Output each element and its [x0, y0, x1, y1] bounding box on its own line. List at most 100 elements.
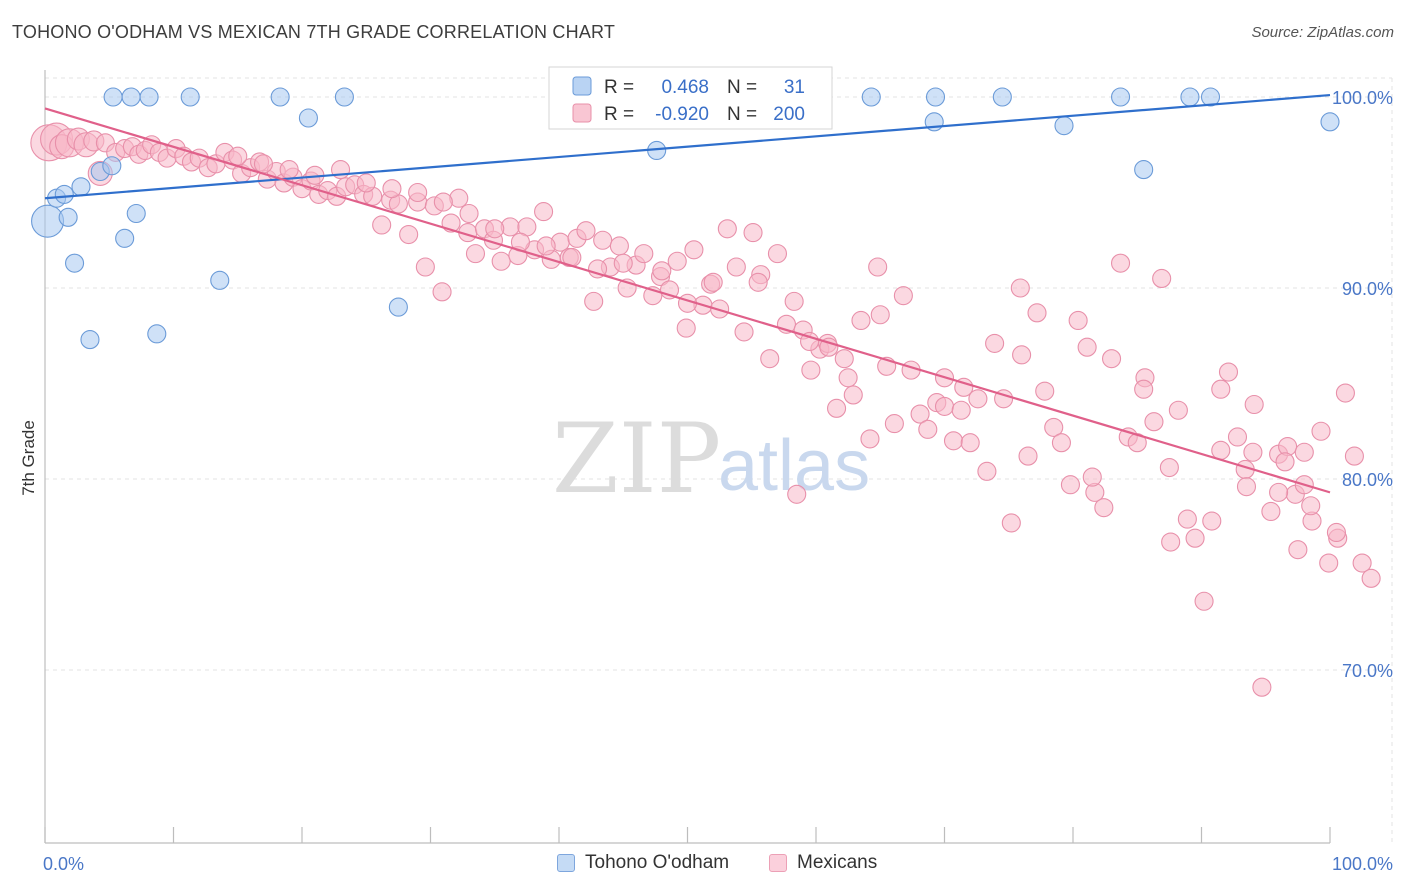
point-mexicans: [1275, 452, 1295, 472]
y-tick-label: 100.0%: [1332, 88, 1393, 108]
point-mexicans: [760, 349, 780, 369]
point-mexicans: [703, 272, 723, 292]
axes: [44, 70, 1331, 844]
point-mexicans: [485, 219, 505, 239]
point-mexicans: [1227, 427, 1248, 447]
point-tohono-oodham: [925, 87, 946, 107]
point-mexicans: [1044, 417, 1064, 437]
point-tohono-oodham: [298, 108, 318, 128]
point-tohono-oodham: [121, 87, 141, 107]
point-mexicans: [1001, 513, 1021, 533]
point-mexicans: [1168, 400, 1188, 420]
point-mexicans: [910, 404, 930, 424]
point-mexicans: [726, 257, 746, 277]
point-mexicans: [1218, 362, 1239, 382]
point-mexicans: [843, 385, 863, 405]
point-mexicans: [801, 360, 821, 380]
source-credit: Source: ZipAtlas.com: [1251, 24, 1394, 41]
point-mexicans: [1051, 433, 1071, 453]
point-mexicans: [1194, 591, 1214, 611]
point-mexicans: [884, 414, 904, 434]
point-mexicans: [1134, 379, 1154, 399]
point-tohono-oodham: [147, 324, 167, 344]
point-mexicans: [684, 240, 704, 260]
legend-box: R = 0.468 N = 31 R = -0.920 N = 200: [548, 66, 833, 130]
point-tohono-oodham: [1200, 87, 1221, 107]
point-tohono-oodham: [54, 184, 74, 204]
point-mexicans: [893, 286, 913, 306]
point-mexicans: [954, 377, 974, 397]
point-mexicans: [576, 221, 596, 241]
point-mexicans: [1185, 528, 1205, 548]
point-mexicans: [870, 305, 890, 325]
point-tohono-oodham: [270, 87, 290, 107]
y-axis-label: 7th Grade: [19, 420, 38, 496]
point-mexicans: [743, 223, 763, 243]
point-mexicans: [717, 219, 737, 239]
watermark-zip-text: ZIP: [552, 403, 721, 515]
point-mexicans: [415, 257, 435, 277]
point-tohono-oodham: [126, 203, 146, 224]
point-mexicans: [784, 291, 804, 311]
point-mexicans: [676, 318, 696, 338]
legend-item-mexicans[interactable]: Mexicans: [769, 852, 877, 874]
point-mexicans: [1144, 412, 1164, 432]
point-mexicans: [1077, 337, 1097, 357]
legend-swatch-mexicans: [769, 854, 787, 872]
legend-n-value: 200: [773, 104, 805, 125]
point-mexicans: [1301, 496, 1321, 516]
point-tohono-oodham: [992, 87, 1012, 107]
point-mexicans: [433, 192, 453, 212]
point-tohono-oodham: [31, 204, 65, 238]
point-mexicans: [748, 272, 768, 292]
point-mexicans: [1311, 421, 1331, 441]
point-mexicans: [977, 461, 997, 481]
point-mexicans: [1361, 568, 1381, 588]
point-tohono-oodham: [102, 156, 122, 176]
point-mexicans: [1010, 278, 1030, 298]
point-mexicans: [584, 291, 604, 311]
point-mexicans: [960, 433, 980, 453]
point-tohono-oodham: [65, 253, 85, 273]
point-tohono-oodham: [103, 87, 123, 107]
point-mexicans: [1344, 446, 1364, 466]
legend-item-tohono-oodham[interactable]: Tohono O'odham: [557, 852, 729, 874]
point-tohono-oodham: [1320, 112, 1340, 132]
point-mexicans: [534, 202, 554, 222]
point-mexicans: [1243, 442, 1263, 462]
point-tohono-oodham: [1180, 87, 1200, 107]
point-mexicans: [356, 173, 376, 193]
point-mexicans: [1159, 457, 1179, 478]
point-mexicans: [593, 230, 613, 250]
tick-labels: 70.0% 80.0% 90.0% 100.0% 0.0% 100.0%: [43, 88, 1393, 874]
point-mexicans: [968, 389, 988, 409]
point-mexicans: [1094, 498, 1114, 518]
legend-r-value: 0.468: [661, 77, 709, 98]
point-mexicans: [382, 179, 402, 199]
bottom-legend: Tohono O'odham Mexicans: [0, 850, 1406, 880]
point-mexicans: [459, 203, 479, 224]
point-tohono-oodham: [1134, 160, 1154, 180]
point-mexicans: [868, 257, 888, 277]
point-mexicans: [934, 396, 955, 416]
point-mexicans: [838, 368, 858, 388]
point-mexicans: [1261, 501, 1281, 522]
legend-swatch-tohono-oodham: [557, 854, 575, 872]
legend-n-value: 31: [784, 77, 805, 98]
point-tohono-oodham: [1054, 116, 1074, 136]
point-mexicans: [1244, 394, 1264, 415]
y-tick-label: 90.0%: [1342, 279, 1393, 299]
point-tohono-oodham: [1110, 87, 1131, 107]
point-mexicans: [613, 253, 633, 273]
point-mexicans: [587, 259, 608, 279]
series-mexicans: [30, 122, 1381, 697]
point-tohono-oodham: [139, 87, 159, 107]
x-tick-label-end: 100.0%: [1332, 854, 1393, 874]
point-tohono-oodham: [334, 87, 354, 107]
point-mexicans: [1018, 446, 1038, 466]
y-tick-label: 80.0%: [1342, 470, 1393, 490]
point-mexicans: [827, 398, 847, 418]
point-mexicans: [1269, 482, 1289, 502]
point-mexicans: [1068, 310, 1088, 331]
